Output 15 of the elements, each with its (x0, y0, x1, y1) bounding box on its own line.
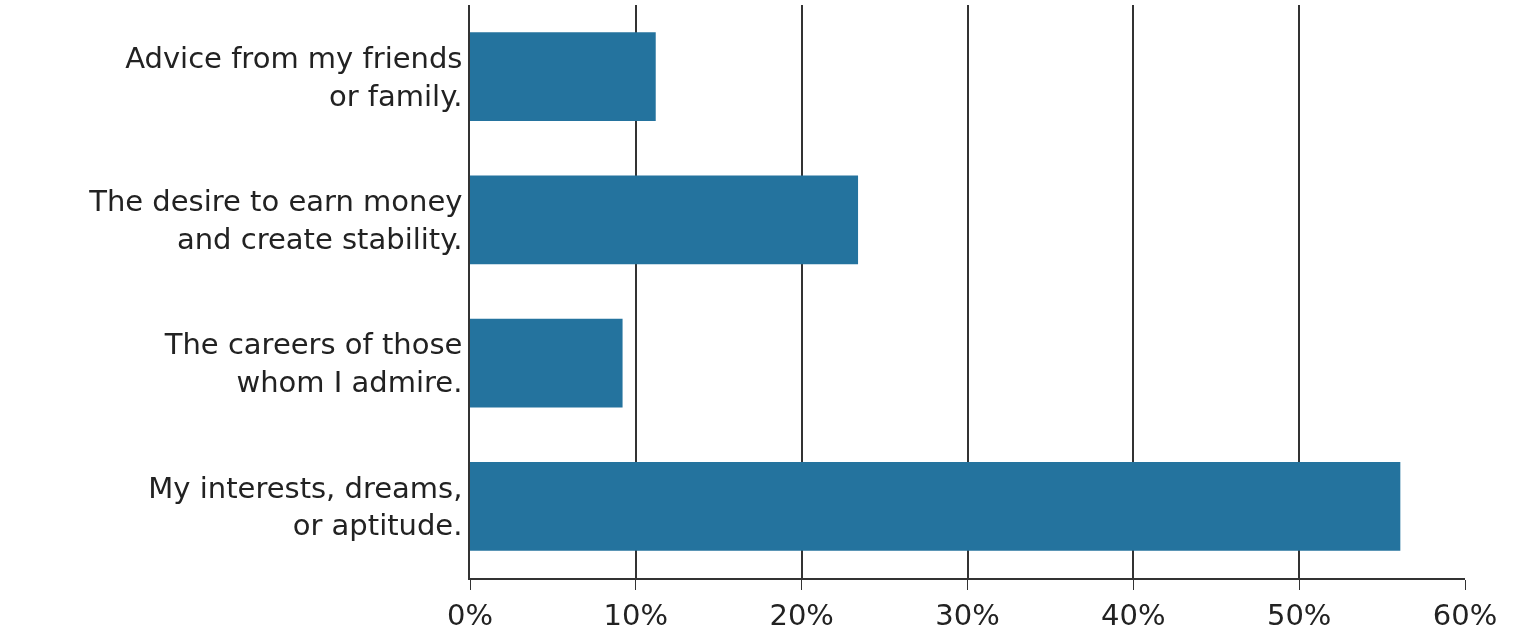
x-tick-label: 40% (1101, 597, 1166, 632)
bar (470, 175, 859, 265)
x-tick-label: 30% (935, 597, 1000, 632)
bar (470, 461, 1401, 551)
bar (470, 32, 656, 122)
x-tick-label: 10% (603, 597, 669, 632)
y-tick-label: The careers of those whom I admire. (163, 327, 463, 400)
x-tick-label: 0% (446, 597, 494, 632)
x-tick-label: 20% (769, 597, 834, 632)
x-tick-label: 50% (1266, 597, 1332, 632)
bar (470, 318, 623, 408)
y-tick-label: The desire to earn money and create stability. (88, 184, 463, 256)
y-tick-label: My interests, dreams, or aptitude. (148, 470, 463, 543)
x-tick-label: 60% (1432, 597, 1498, 632)
y-tick-label: Advice from my friends or family. (125, 40, 463, 113)
